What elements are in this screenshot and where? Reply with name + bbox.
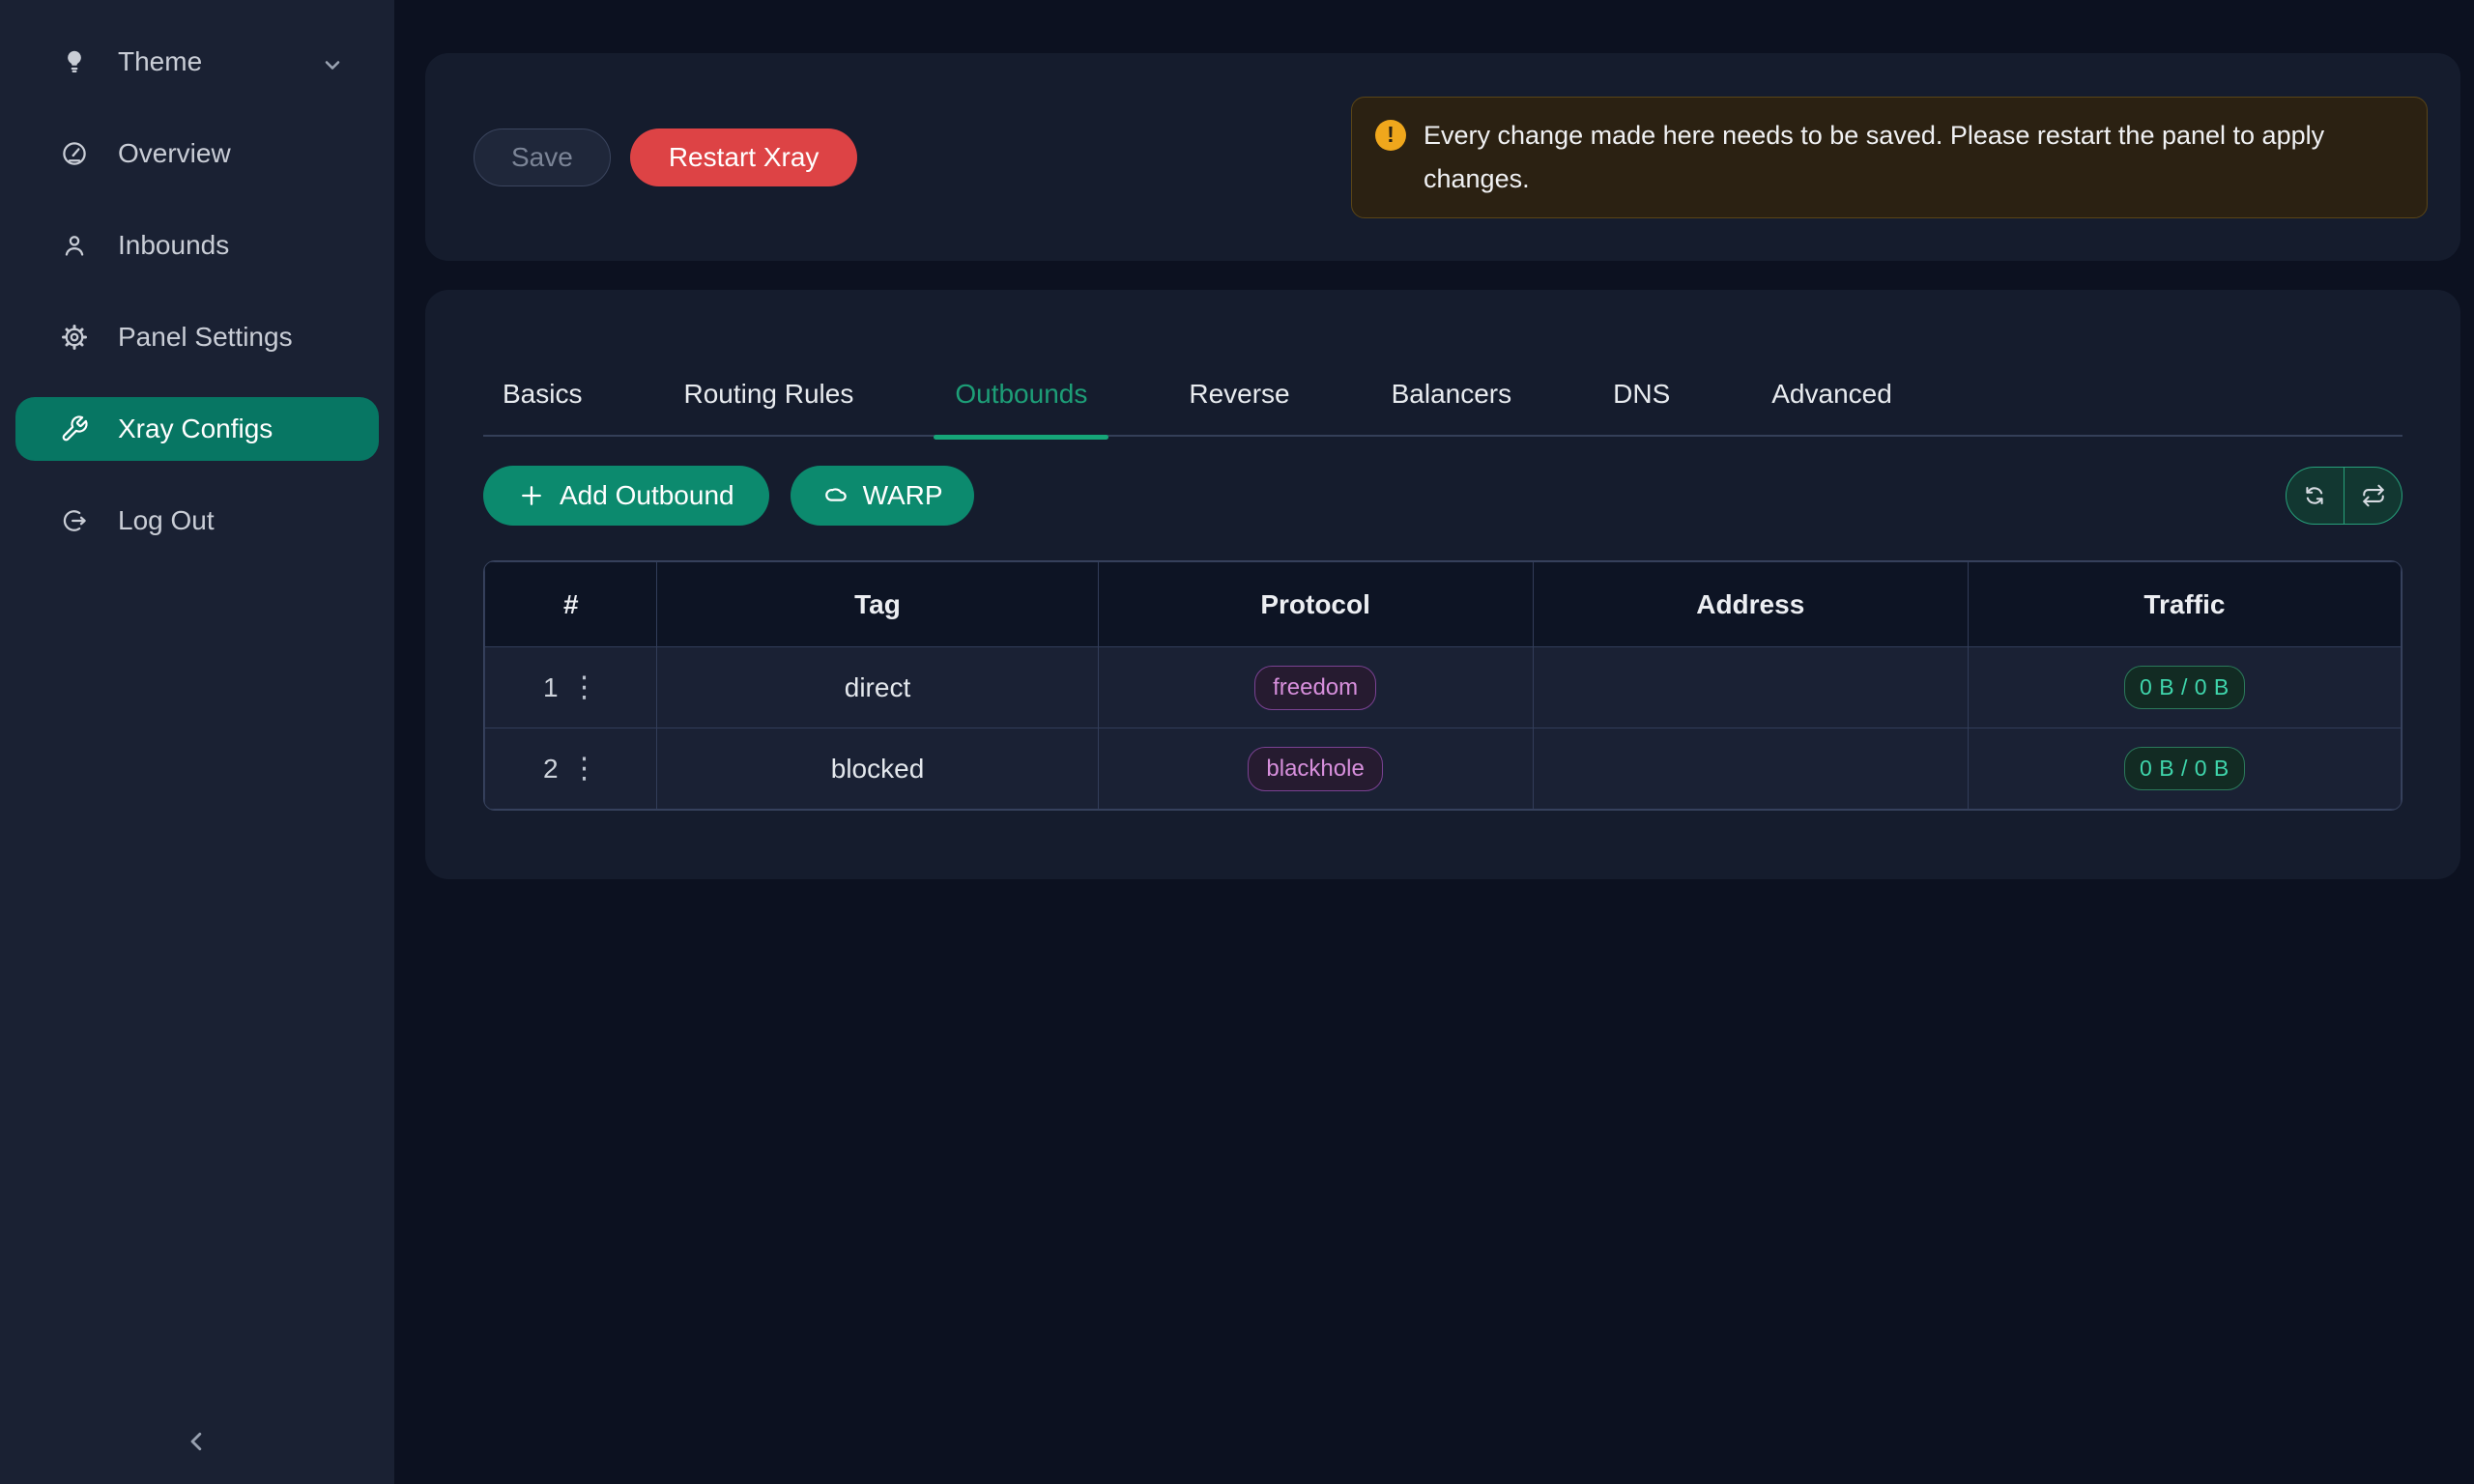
traffic-badge: 0 B / 0 B: [2124, 747, 2245, 790]
row-index: 2: [542, 753, 559, 784]
sidebar: Theme Overview: [0, 0, 394, 1484]
wrench-icon: [60, 414, 89, 443]
sidebar-collapse-button[interactable]: [0, 1425, 394, 1463]
tab-balancers[interactable]: Balancers: [1391, 379, 1512, 409]
add-outbound-button[interactable]: Add Outbound: [483, 466, 769, 526]
outbounds-toolbar: Add Outbound WARP: [483, 466, 2402, 526]
logout-icon: [60, 506, 89, 535]
refresh-icon: [2302, 483, 2327, 508]
cloud-icon: [821, 482, 849, 509]
divider: [2343, 468, 2345, 524]
plus-icon: [518, 482, 545, 509]
main-content: Save Restart Xray ! Every change made he…: [394, 0, 2474, 1484]
tab-routing-rules[interactable]: Routing Rules: [683, 379, 854, 409]
sidebar-item-label: Panel Settings: [118, 322, 293, 352]
column-header-address: Address: [1532, 561, 1969, 647]
address-cell: [1532, 646, 1969, 728]
sidebar-item-theme[interactable]: Theme: [15, 30, 379, 94]
tab-advanced[interactable]: Advanced: [1771, 379, 1892, 409]
sidebar-item-overview[interactable]: Overview: [15, 122, 379, 186]
tab-bar: Basics Routing Rules Outbounds Reverse B…: [483, 375, 2402, 440]
column-header-protocol: Protocol: [1097, 561, 1534, 647]
sidebar-item-panel-settings[interactable]: Panel Settings: [15, 305, 379, 369]
column-header-index: #: [484, 561, 658, 647]
sidebar-item-label: Log Out: [118, 505, 215, 535]
sidebar-item-log-out[interactable]: Log Out: [15, 489, 379, 553]
traffic-badge: 0 B / 0 B: [2124, 666, 2245, 709]
add-outbound-label: Add Outbound: [560, 480, 734, 510]
sidebar-item-label: Overview: [118, 138, 231, 168]
alert-text: Every change made here needs to be saved…: [1424, 120, 2325, 193]
restart-xray-button[interactable]: Restart Xray: [629, 128, 858, 186]
restart-warning-alert: ! Every change made here needs to be sav…: [1351, 96, 2428, 218]
warp-label: WARP: [862, 480, 943, 510]
outbounds-table: # Tag Protocol Address Traffic 1: [483, 560, 2402, 811]
tab-reverse[interactable]: Reverse: [1189, 379, 1290, 409]
table-header-row: # Tag Protocol Address Traffic: [484, 561, 2402, 647]
row-index: 1: [542, 671, 559, 702]
gauge-icon: [60, 139, 89, 168]
gear-icon: [60, 323, 89, 352]
warp-button[interactable]: WARP: [790, 466, 974, 526]
save-button[interactable]: Save: [474, 128, 611, 186]
user-icon: [60, 231, 89, 260]
column-header-traffic: Traffic: [1967, 561, 2402, 647]
tab-basics[interactable]: Basics: [503, 379, 583, 409]
refresh-button[interactable]: [2287, 468, 2344, 524]
column-header-tag: Tag: [656, 561, 1099, 647]
repeat-button[interactable]: [2345, 468, 2402, 524]
tab-outbounds[interactable]: Outbounds: [934, 375, 1109, 440]
warning-icon: !: [1375, 119, 1406, 151]
tab-dns[interactable]: DNS: [1613, 379, 1671, 409]
tag-cell: direct: [656, 646, 1099, 728]
sidebar-item-label: Inbounds: [118, 230, 230, 260]
sidebar-item-inbounds[interactable]: Inbounds: [15, 214, 379, 277]
sidebar-item-label: Theme: [118, 46, 203, 76]
sidebar-item-label: Xray Configs: [118, 414, 273, 443]
protocol-badge: freedom: [1254, 665, 1377, 710]
chevron-down-icon: [321, 50, 344, 73]
tag-cell: blocked: [656, 728, 1099, 810]
table-row: 2 ⋮ blocked blackhole 0 B / 0 B: [484, 728, 2402, 810]
row-menu-icon[interactable]: ⋮: [569, 671, 599, 703]
repeat-icon: [2361, 483, 2386, 508]
table-row: 1 ⋮ direct freedom 0 B / 0 B: [484, 646, 2402, 728]
sidebar-item-xray-configs[interactable]: Xray Configs: [15, 397, 379, 461]
chevron-left-icon: [181, 1425, 214, 1463]
address-cell: [1532, 728, 1969, 810]
refresh-button-group: [2285, 467, 2402, 525]
protocol-badge: blackhole: [1248, 746, 1383, 791]
lightbulb-icon: [60, 47, 89, 76]
xray-configs-panel: Basics Routing Rules Outbounds Reverse B…: [425, 290, 2460, 879]
row-menu-icon[interactable]: ⋮: [569, 752, 599, 785]
actions-panel: Save Restart Xray ! Every change made he…: [425, 53, 2460, 261]
